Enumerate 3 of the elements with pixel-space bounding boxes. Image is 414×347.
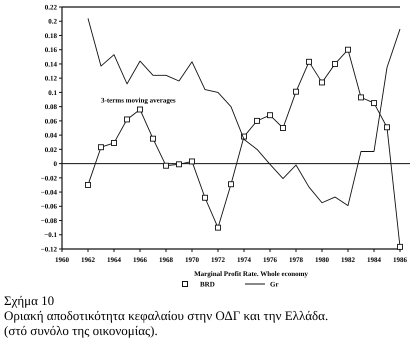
text: Οριακή αποδοτικότητα κεφαλαίου στην ΟΔΓ και την Ελλάδα. [4,308,328,323]
text: (στό συνόλο της οικονομίας). [4,323,158,338]
text: Σχήμα 10 [4,293,54,308]
